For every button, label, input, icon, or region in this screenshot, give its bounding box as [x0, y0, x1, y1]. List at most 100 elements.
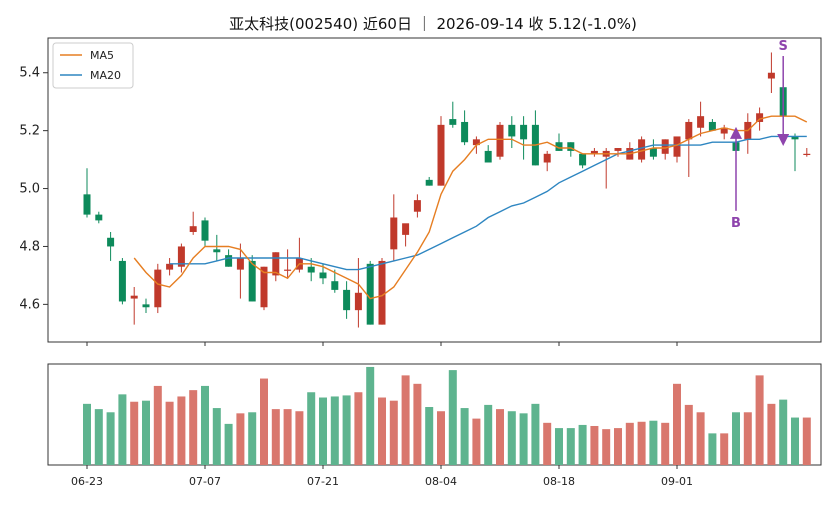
volume-panel: 06-23 07-07 07-21 08-04 08-18 09-01	[47, 363, 822, 488]
candle-up	[803, 153, 811, 156]
ma5-line	[133, 115, 808, 300]
candles	[83, 52, 811, 328]
volume-bar	[201, 385, 209, 465]
volume-bars	[83, 366, 811, 465]
volume-bar	[389, 400, 398, 465]
candle-down	[248, 260, 256, 302]
volume-bar	[543, 422, 552, 465]
volume-bar	[142, 400, 150, 465]
candle-up	[496, 124, 504, 157]
y-tick-label: 4.6	[19, 297, 40, 312]
volume-bar	[625, 422, 634, 465]
moving-average-lines	[133, 115, 808, 300]
x-tick-label: 08-04	[425, 475, 457, 488]
candle-up	[166, 263, 174, 270]
volume-bar	[260, 378, 268, 465]
candle-down	[791, 136, 799, 140]
candle-down	[567, 142, 575, 151]
volume-bar	[106, 412, 115, 465]
candle-up	[437, 124, 445, 186]
candle-up	[402, 223, 410, 235]
y-tick-label: 5.2	[19, 124, 40, 139]
volume-bar	[130, 401, 139, 465]
volume-bar	[189, 390, 198, 465]
candle-down	[343, 289, 351, 311]
candle-up	[543, 153, 551, 163]
ma20-line	[169, 135, 807, 271]
volume-bar	[791, 417, 799, 465]
candle-up	[590, 150, 598, 154]
volume-bar	[673, 383, 681, 465]
candle-down	[579, 153, 587, 166]
volume-bar	[496, 409, 504, 465]
volume-bar	[295, 411, 304, 465]
candle-down	[649, 148, 657, 157]
candle-down	[213, 249, 221, 253]
candle-up	[260, 266, 268, 308]
buy-marker-label: B	[731, 216, 741, 231]
volume-bar	[283, 409, 292, 465]
volume-bar	[401, 375, 410, 465]
candle-up	[189, 226, 197, 232]
volume-bar	[94, 409, 103, 465]
volume-bar	[755, 375, 764, 465]
candle-up	[472, 139, 480, 146]
candle-up	[614, 148, 622, 151]
volume-panel-frame	[47, 363, 822, 466]
volume-bar	[590, 425, 599, 465]
volume-bar	[484, 404, 493, 465]
candle-up	[685, 121, 693, 140]
x-tick-label: 07-21	[307, 475, 339, 488]
candle-down	[461, 121, 469, 143]
x-tick-label: 09-01	[661, 475, 693, 488]
volume-bar	[448, 370, 457, 465]
candle-up	[354, 292, 362, 311]
candle-down	[508, 124, 516, 137]
candle-down	[319, 272, 327, 279]
candle-up	[390, 217, 398, 250]
volume-bar	[743, 412, 752, 465]
candle-up	[272, 252, 280, 276]
candle-up	[638, 139, 646, 160]
volume-bar	[720, 433, 729, 465]
price-panel: 4.64.85.05.25.4 BS MA5 MA20	[19, 37, 822, 346]
volume-bar	[153, 385, 162, 465]
candle-up	[756, 113, 764, 122]
volume-bar	[248, 412, 257, 465]
volume-bar	[319, 397, 327, 465]
candle-up	[697, 116, 705, 128]
volume-bar	[507, 411, 516, 465]
candle-up	[378, 260, 386, 325]
candle-up	[413, 200, 421, 212]
candle-up	[154, 269, 162, 308]
x-tick-label: 07-07	[189, 475, 221, 488]
volume-bar	[354, 392, 363, 465]
trade-annotations: BS	[730, 39, 790, 231]
candle-down	[708, 121, 716, 131]
candle-down	[484, 150, 492, 163]
volume-x-axis: 06-23 07-07 07-21 08-04 08-18 09-01	[71, 465, 693, 488]
volume-bar	[83, 403, 91, 465]
volume-bar	[437, 411, 445, 465]
candle-up	[177, 246, 185, 267]
candle-down	[201, 220, 209, 241]
price-y-axis: 4.6 4.8 5.0 5.2 5.4	[19, 66, 48, 312]
y-tick-label: 4.8	[19, 239, 40, 254]
candle-down	[225, 255, 233, 267]
candle-down	[520, 124, 528, 140]
volume-bar	[802, 417, 811, 465]
candle-up	[720, 127, 728, 134]
volume-bar	[649, 420, 658, 465]
volume-bar	[366, 366, 375, 465]
volume-bar	[578, 424, 587, 465]
volume-bar	[177, 396, 186, 465]
volume-bar	[413, 383, 422, 465]
candle-up	[673, 136, 681, 157]
volume-bar	[118, 394, 127, 465]
candle-down	[95, 214, 103, 221]
candle-down	[555, 142, 563, 151]
candle-up	[284, 269, 292, 271]
volume-bar	[236, 413, 245, 465]
y-tick-label: 5.4	[19, 66, 40, 81]
candle-down	[449, 119, 457, 125]
